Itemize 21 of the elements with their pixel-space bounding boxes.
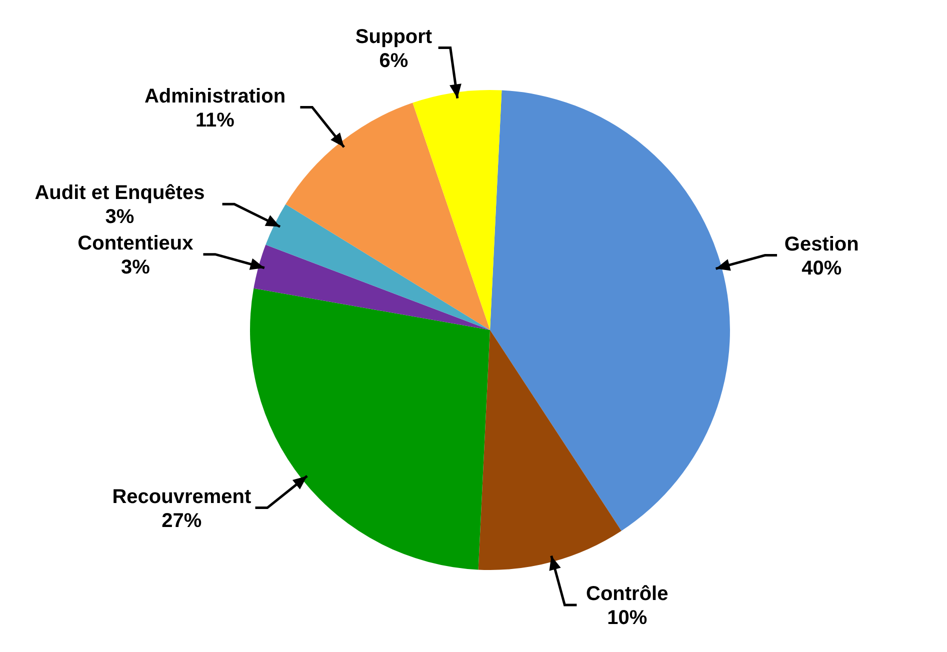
slice-label: Contentieux xyxy=(78,232,194,254)
slice-label: Gestion xyxy=(784,233,859,256)
data-label: 3% xyxy=(120,256,150,278)
data-label: 3% xyxy=(105,206,134,228)
slice-label: Recouvrement xyxy=(112,486,252,508)
pie-slice xyxy=(266,204,490,330)
data-label: 40% xyxy=(802,257,842,280)
pie-slice xyxy=(478,330,622,570)
pie-slice xyxy=(490,90,730,531)
data-label: 27% xyxy=(162,510,202,532)
data-label: 10% xyxy=(607,607,648,630)
slice-label: Support xyxy=(355,26,432,48)
slice-label: Contrôle xyxy=(586,583,668,606)
pie-slice xyxy=(254,244,490,330)
slice-label: Audit et Enquêtes xyxy=(34,182,205,204)
pie-slice xyxy=(250,288,490,570)
slice-label: Administration xyxy=(144,85,286,108)
pie-slice xyxy=(412,90,502,330)
data-label: 6% xyxy=(379,50,408,72)
data-label: 11% xyxy=(196,109,235,132)
pie-slice xyxy=(286,102,490,330)
